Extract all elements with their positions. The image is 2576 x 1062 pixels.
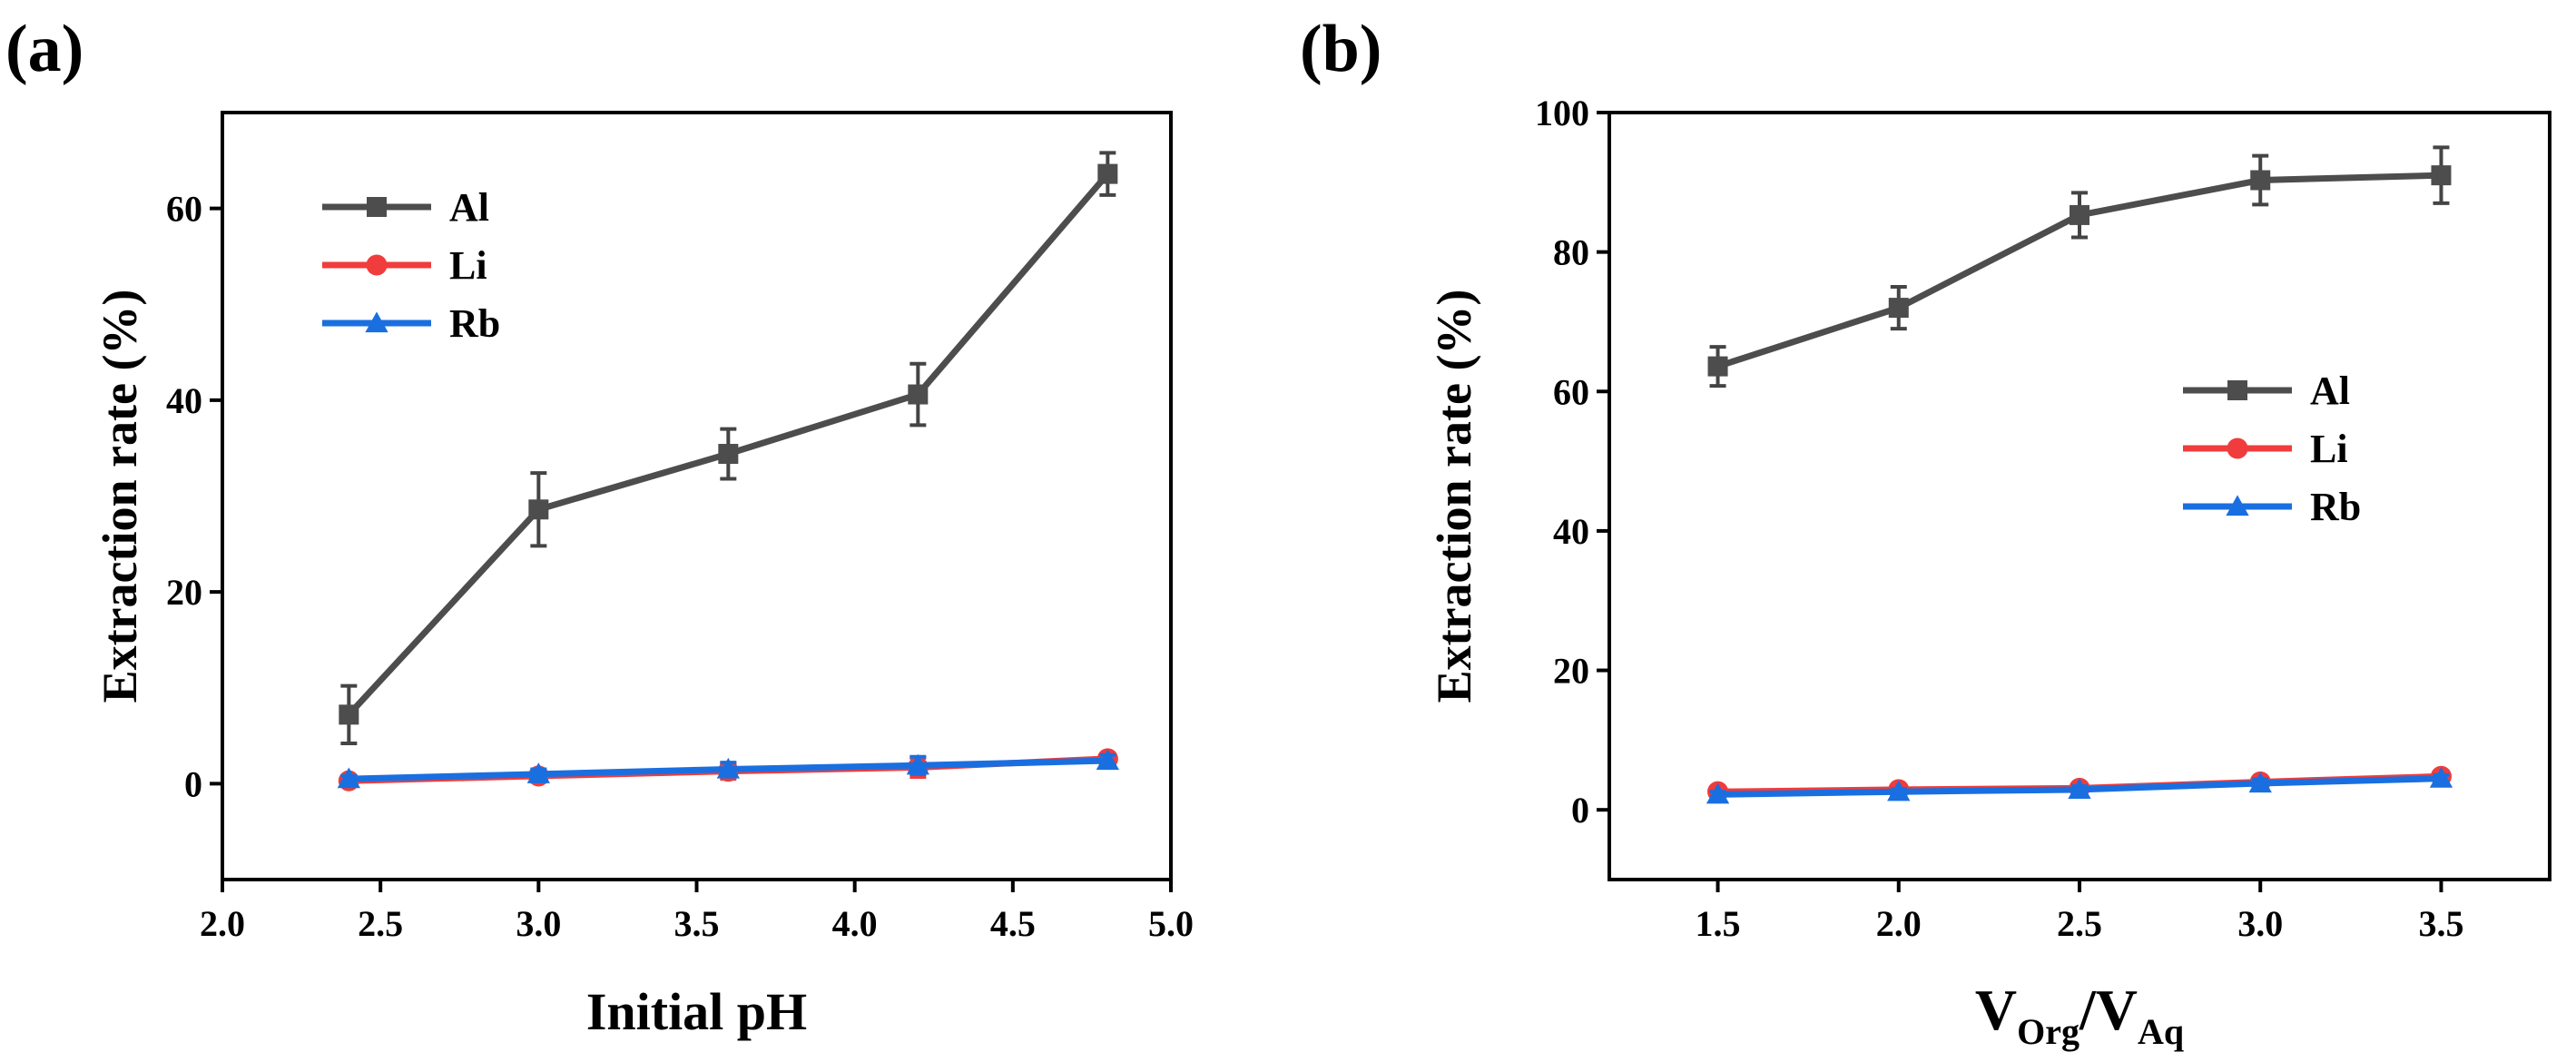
chart-1-legend-marker-li — [2227, 438, 2248, 459]
chart-1-y-tick-label: 100 — [1535, 93, 1589, 133]
chart-1-x-tick-label: 2.5 — [2057, 903, 2102, 944]
chart-1-series-rb — [1706, 766, 2453, 804]
chart-1-data-point-rb — [2068, 778, 2091, 800]
chart-1-x-axis-label-part: Org — [2017, 1011, 2079, 1052]
chart-0-x-tick-label: 3.0 — [516, 903, 561, 944]
chart-0-data-point-rb — [906, 753, 929, 775]
chart-1-data-point-al — [2250, 170, 2271, 191]
chart-1-data-point-rb — [2248, 772, 2272, 793]
chart-0-y-tick-label: 20 — [166, 572, 202, 613]
chart-0-y-tick-label: 40 — [166, 380, 202, 421]
chart-0-x-tick-label: 5.0 — [1148, 903, 1194, 944]
chart-1-x-axis-label-part: Aq — [2138, 1011, 2184, 1052]
chart-panel-b: (b) 1.5 2.0 2.5 3.0 3.5 0 20 40 60 80 100 Extractio… — [1289, 0, 2576, 1062]
chart-0-x-tick-label: 3.5 — [674, 903, 720, 944]
chart-1-data-point-al — [1888, 298, 1909, 319]
chart-0-y-axis-label: Extraction rate (%) — [93, 290, 147, 703]
chart-0-x-tick-label: 4.5 — [990, 903, 1036, 944]
chart-1-y-tick-label: 20 — [1553, 651, 1589, 692]
chart-0-x-tick-label: 2.0 — [200, 903, 245, 944]
chart-0-series-al — [339, 151, 1118, 746]
chart-1-x-tick-label: 3.5 — [2418, 903, 2463, 944]
chart-1-legend-label-rb: Rb — [2310, 485, 2361, 529]
chart-0-legend-marker-al — [367, 197, 387, 217]
chart-1-x-tick-label: 1.5 — [1696, 903, 1741, 944]
chart-1-x-tick-label: 3.0 — [2237, 903, 2283, 944]
chart-0-x-axis-label: Initial pH — [586, 982, 807, 1041]
chart-0-legend-label-li: Li — [449, 243, 487, 288]
chart-1-legend-marker-al — [2227, 380, 2247, 400]
panel-label-a: (a) — [5, 12, 84, 86]
chart-0-y-tick-label: 60 — [166, 189, 202, 230]
chart-0-series-rb — [337, 749, 1119, 789]
chart-0-data-point-rb — [1096, 749, 1119, 771]
chart-1-y-tick-label: 60 — [1553, 371, 1589, 412]
chart-1-legend-marker-rb — [2226, 495, 2249, 516]
chart-0-y-tick-label: 0 — [184, 763, 202, 804]
chart-1-x-tick-label: 2.0 — [1876, 903, 1922, 944]
chart-1-data-point-rb — [1887, 780, 1911, 801]
chart-0-legend-label-al: Al — [449, 185, 489, 230]
chart-1-legend-label-li: Li — [2310, 427, 2348, 471]
chart-0-x-tick-label: 2.5 — [358, 903, 403, 944]
chart-0-data-point-al — [339, 704, 359, 725]
chart-0-data-point-al — [1097, 163, 1118, 184]
chart-1-series-al — [1707, 145, 2452, 388]
chart-a-svg: (a) 2.0 2.5 3.0 3.5 4.0 4.5 5.0 0 20 40 60 Extracti… — [5, 12, 1194, 1041]
panel-label-b: (b) — [1300, 12, 1381, 86]
chart-1-data-point-al — [2431, 165, 2452, 186]
chart-0-data-point-al — [718, 444, 739, 465]
chart-0-legend-label-rb: Rb — [449, 301, 500, 346]
chart-1-y-tick-label: 80 — [1553, 232, 1589, 273]
chart-0-data-point-rb — [716, 757, 740, 779]
chart-1-data-point-rb — [2429, 766, 2453, 788]
chart-1-data-point-al — [1707, 356, 1728, 377]
chart-0-data-point-rb — [526, 762, 550, 783]
chart-0-data-point-al — [908, 384, 929, 405]
chart-1-data-point-rb — [1706, 782, 1730, 804]
chart-0-legend-marker-rb — [365, 311, 388, 333]
chart-1-legend-label-al: Al — [2310, 369, 2350, 413]
chart-0-data-point-al — [528, 499, 549, 520]
chart-1-x-axis-label-part: /V — [2079, 978, 2138, 1042]
chart-1-data-point-al — [2070, 204, 2089, 225]
chart-0-data-point-rb — [337, 767, 360, 789]
chart-1-y-axis-label: Extraction rate (%) — [1427, 290, 1481, 703]
chart-panel-a: (a) 2.0 2.5 3.0 3.5 4.0 4.5 5.0 0 20 40 60 Extracti… — [0, 0, 1271, 1062]
chart-1-y-tick-label: 40 — [1553, 511, 1589, 552]
chart-b-svg: (b) 1.5 2.0 2.5 3.0 3.5 0 20 40 60 80 100 Extractio… — [1300, 12, 2551, 1052]
chart-1-x-axis-label-part: V — [1975, 978, 2017, 1042]
chart-1-y-tick-label: 0 — [1571, 790, 1589, 831]
chart-0-legend-marker-li — [366, 254, 388, 276]
chart-1-x-axis-label: VOrg/VAq — [1975, 978, 2184, 1052]
chart-0-x-tick-label: 4.0 — [832, 903, 878, 944]
